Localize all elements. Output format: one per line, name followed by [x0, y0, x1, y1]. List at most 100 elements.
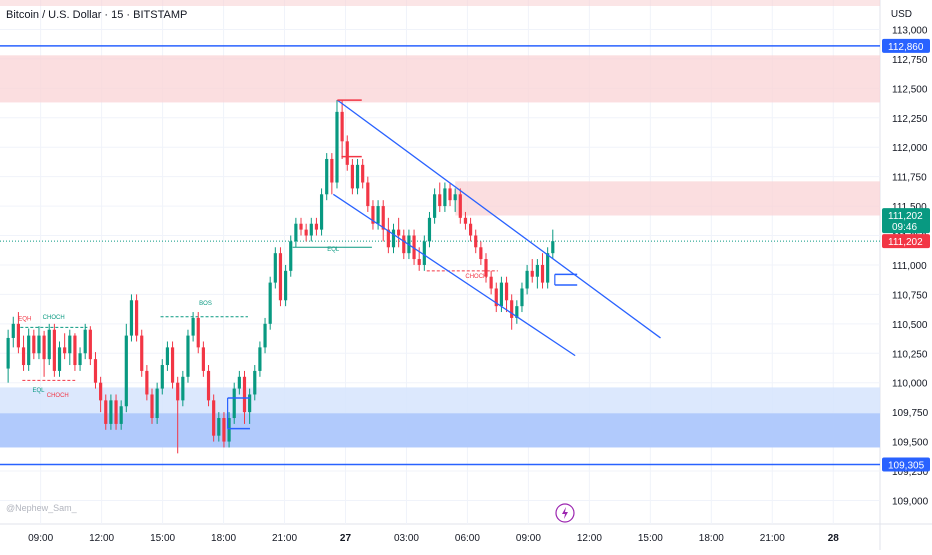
candle-body[interactable]: [232, 388, 236, 419]
candle-body[interactable]: [350, 164, 354, 189]
candle-body[interactable]: [191, 317, 195, 336]
candle-body[interactable]: [314, 223, 319, 230]
candle-body[interactable]: [422, 241, 426, 265]
candle-body[interactable]: [196, 317, 200, 348]
candle-body[interactable]: [515, 306, 519, 318]
candle-body[interactable]: [237, 376, 241, 389]
candle-body[interactable]: [489, 276, 493, 289]
supply-zone[interactable]: [0, 55, 880, 103]
candle-body[interactable]: [325, 158, 329, 195]
candle-body[interactable]: [11, 323, 15, 338]
candle-body[interactable]: [88, 329, 92, 360]
candle-body[interactable]: [27, 335, 31, 366]
candle-body[interactable]: [253, 370, 257, 395]
candle-body[interactable]: [78, 353, 82, 366]
candle-body[interactable]: [170, 347, 175, 383]
candle-body[interactable]: [140, 335, 144, 371]
candle-body[interactable]: [535, 264, 539, 277]
candle-body[interactable]: [68, 335, 72, 354]
candle-body[interactable]: [83, 329, 87, 354]
candle-body[interactable]: [484, 259, 488, 277]
candle-body[interactable]: [109, 400, 113, 424]
current-price-tag[interactable]: [882, 234, 930, 249]
candle-body[interactable]: [114, 400, 118, 424]
candle-body[interactable]: [21, 347, 26, 366]
candle-body[interactable]: [371, 206, 375, 224]
candle-body[interactable]: [222, 418, 226, 442]
demand-strong-zone[interactable]: [0, 413, 880, 448]
candle-body[interactable]: [93, 359, 98, 383]
candle-body[interactable]: [376, 206, 380, 224]
candle-body[interactable]: [206, 370, 211, 401]
candle-body[interactable]: [530, 270, 534, 277]
candle-body[interactable]: [474, 235, 478, 248]
candle-body[interactable]: [73, 335, 77, 366]
candle-body[interactable]: [258, 347, 262, 371]
candle-body[interactable]: [335, 111, 339, 183]
candle-body[interactable]: [47, 329, 51, 360]
candle-body[interactable]: [304, 229, 308, 236]
candle-body[interactable]: [438, 194, 442, 207]
candle-body[interactable]: [551, 241, 555, 254]
candle-body[interactable]: [278, 253, 283, 301]
candle-body[interactable]: [289, 241, 293, 271]
candle-body[interactable]: [402, 235, 406, 254]
candle-body[interactable]: [294, 223, 298, 242]
chart-title[interactable]: Bitcoin / U.S. Dollar · 15 · BITSTAMP: [6, 9, 188, 21]
candle-body[interactable]: [355, 164, 360, 189]
candle-body[interactable]: [453, 194, 457, 201]
candle-body[interactable]: [520, 288, 524, 307]
candle-body[interactable]: [119, 406, 123, 424]
candle-body[interactable]: [129, 300, 134, 336]
candle-body[interactable]: [37, 335, 41, 354]
candle-body[interactable]: [32, 335, 36, 354]
candle-body[interactable]: [217, 418, 221, 436]
candle-body[interactable]: [6, 337, 10, 369]
candle-body[interactable]: [227, 418, 231, 442]
candle-body[interactable]: [546, 253, 550, 283]
candle-body[interactable]: [504, 282, 509, 301]
candle-body[interactable]: [268, 282, 272, 324]
candle-body[interactable]: [386, 229, 390, 248]
candle-body[interactable]: [181, 376, 185, 401]
candle-body[interactable]: [52, 329, 56, 371]
candle-body[interactable]: [42, 335, 46, 360]
candle-body[interactable]: [391, 229, 396, 248]
candle-body[interactable]: [263, 323, 267, 348]
candle-body[interactable]: [284, 270, 288, 301]
candle-body[interactable]: [412, 235, 416, 260]
trend-channel-line[interactable]: [332, 193, 576, 357]
candle-body[interactable]: [345, 141, 349, 165]
candle-body[interactable]: [134, 300, 139, 336]
candle-body[interactable]: [463, 217, 468, 224]
candle-body[interactable]: [242, 376, 247, 413]
candle-body[interactable]: [417, 259, 421, 265]
candle-body[interactable]: [499, 282, 504, 307]
candle-body[interactable]: [494, 288, 498, 307]
candle-body[interactable]: [186, 335, 190, 377]
candle-body[interactable]: [63, 347, 67, 354]
level-tag[interactable]: [882, 38, 930, 53]
level-tag[interactable]: [882, 457, 930, 472]
candle-body[interactable]: [299, 223, 303, 230]
candle-body[interactable]: [309, 223, 313, 236]
candle-body[interactable]: [124, 335, 128, 407]
trend-channel-line[interactable]: [336, 99, 661, 339]
candle-body[interactable]: [145, 370, 149, 395]
candle-body[interactable]: [155, 388, 159, 419]
candle-body[interactable]: [248, 394, 252, 413]
candle-body[interactable]: [201, 347, 205, 371]
candle-body[interactable]: [361, 164, 365, 183]
candle-body[interactable]: [366, 182, 370, 207]
candle-body[interactable]: [340, 111, 344, 142]
candle-body[interactable]: [443, 188, 447, 207]
candle-body[interactable]: [16, 323, 20, 348]
candle-body[interactable]: [381, 206, 385, 230]
candle-body[interactable]: [397, 229, 401, 236]
candle-body[interactable]: [165, 347, 170, 366]
candle-body[interactable]: [479, 247, 483, 260]
candle-body[interactable]: [330, 158, 334, 183]
candle-body[interactable]: [448, 188, 452, 201]
candle-body[interactable]: [150, 394, 154, 419]
